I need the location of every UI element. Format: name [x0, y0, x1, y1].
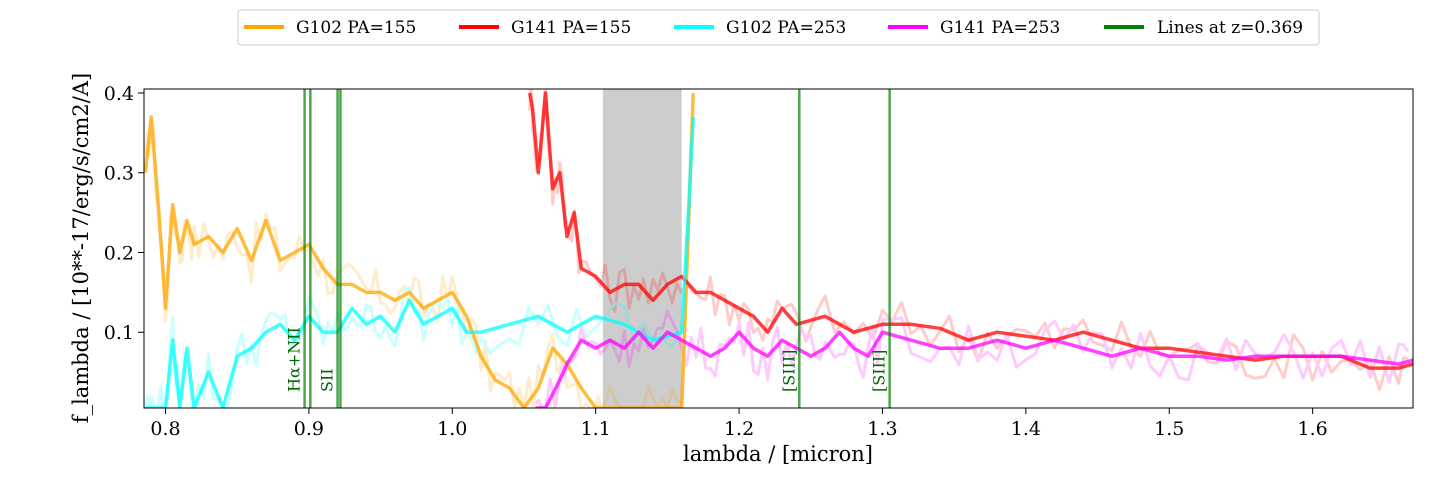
- x-tick-label-3: 1.1: [581, 418, 611, 440]
- legend: G102 PA=155 G141 PA=155 G102 PA=253 G141…: [237, 9, 1320, 46]
- series-line-g141-pa-253: [535, 330, 1413, 408]
- y-tick-label-3: 0.4: [104, 83, 134, 105]
- masked-region: [602, 89, 682, 408]
- emission-line-label-2: SII: [318, 368, 337, 392]
- x-tick-label-4: 1.2: [724, 418, 754, 440]
- emission-line-label-0: Hα+NII: [285, 327, 304, 392]
- series-line-g102-pa-155: [144, 92, 695, 408]
- series-noise-g102-pa-155: [144, 120, 693, 408]
- y-axis-label: f_lambda / [10**-17/erg/s/cm2/A]: [69, 73, 93, 423]
- x-tick-label-7: 1.5: [1154, 418, 1184, 440]
- y-tick-label-0: 0.1: [104, 322, 134, 344]
- series-line-g141-pa-155: [527, 91, 1413, 370]
- x-axis-label: lambda / [micron]: [683, 442, 873, 466]
- emission-line-label-5: [SIII]: [870, 350, 889, 392]
- legend-label-g141-pa253: G141 PA=253: [940, 18, 1060, 38]
- legend-label-g141-pa155: G141 PA=155: [511, 18, 631, 38]
- x-tick-label-8: 1.6: [1298, 418, 1328, 440]
- x-tick-label-6: 1.4: [1011, 418, 1041, 440]
- y-tick-label-2: 0.3: [104, 163, 134, 185]
- emission-line-label-4: [SIII]: [779, 350, 798, 392]
- x-tick-label-2: 1.0: [437, 418, 467, 440]
- legend-label-g102-pa253: G102 PA=253: [726, 18, 846, 38]
- y-tick-label-1: 0.2: [104, 242, 134, 264]
- x-tick-label-0: 0.8: [150, 418, 180, 440]
- legend-label-g102-pa155: G102 PA=155: [296, 18, 416, 38]
- legend-frame: [237, 9, 1320, 46]
- x-tick-label-5: 1.3: [867, 418, 897, 440]
- legend-label-lines: Lines at z=0.369: [1157, 18, 1303, 38]
- x-tick-label-1: 0.9: [294, 418, 324, 440]
- plot-frame: [143, 88, 1414, 409]
- series-line-g102-pa-253: [145, 116, 695, 408]
